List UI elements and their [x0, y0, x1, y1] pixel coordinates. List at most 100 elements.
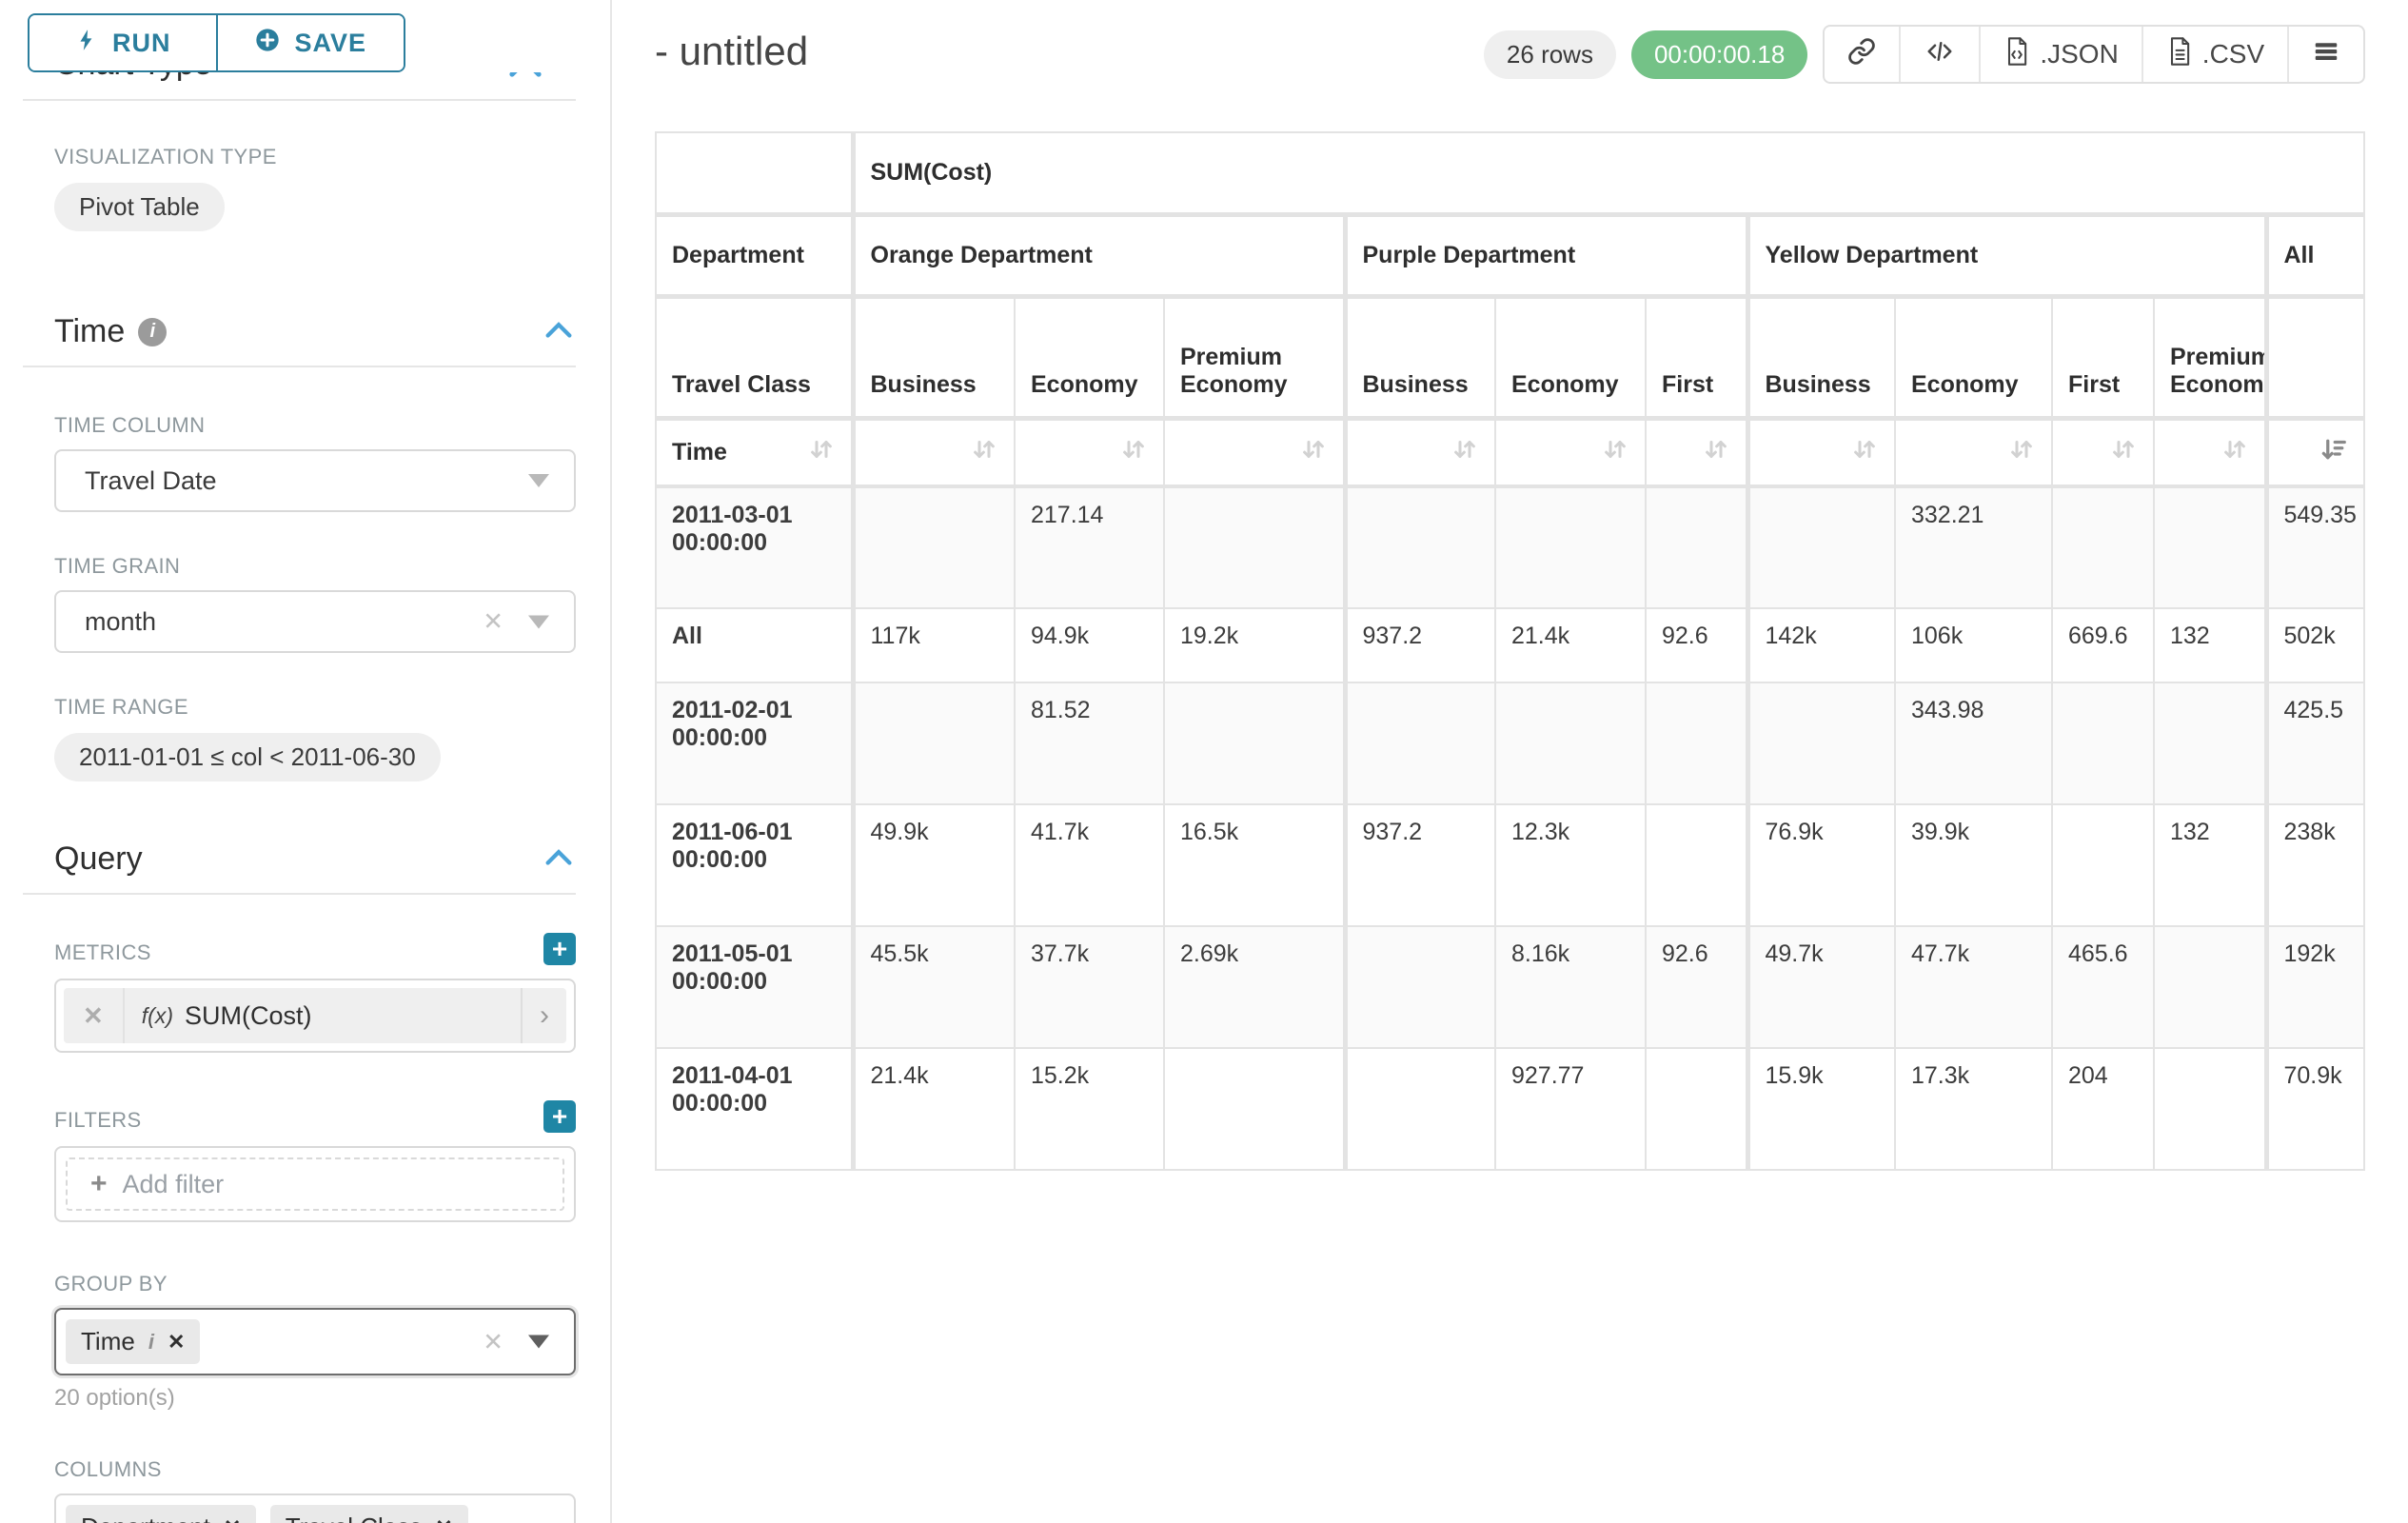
remove-chip-icon[interactable]: ✕	[435, 1515, 452, 1523]
travel-class-header: First	[2051, 295, 2155, 421]
column-sort-header[interactable]	[1645, 417, 1750, 488]
time-range-value[interactable]: 2011-01-01 ≤ col < 2011-06-30	[54, 733, 441, 781]
remove-metric-icon[interactable]: ✕	[83, 1000, 104, 1030]
sort-icon	[810, 440, 832, 458]
columns-chip[interactable]: Travel Class ✕	[269, 1505, 468, 1523]
clear-icon[interactable]: ✕	[483, 606, 503, 636]
column-sort-header[interactable]	[1494, 417, 1647, 488]
column-sort-header[interactable]	[2051, 417, 2155, 488]
sort-icon	[2223, 440, 2245, 458]
group-by-chip[interactable]: Time i ✕	[66, 1319, 201, 1364]
export-json-button[interactable]: .JSON	[1979, 27, 2141, 82]
travel-class-header: Economy	[1014, 295, 1165, 421]
value-cell	[1645, 682, 1750, 805]
column-sort-header-active[interactable]	[2264, 417, 2366, 488]
menu-icon	[2312, 37, 2340, 72]
add-filter-button[interactable]: +	[543, 1100, 576, 1133]
table-row: 2011-03-01 00:00:00 217.14 332.21 549.35	[655, 485, 2366, 609]
column-sort-header[interactable]	[1163, 417, 1348, 488]
value-cell: 49.9k	[852, 803, 1016, 927]
time-grain-label: TIME GRAIN	[54, 554, 181, 578]
chevron-down-icon	[528, 615, 549, 628]
row-label: All	[655, 607, 856, 683]
value-cell: 76.9k	[1747, 803, 1896, 927]
chevron-right-icon[interactable]: ›	[521, 988, 566, 1043]
value-cell: 70.9k	[2264, 1047, 2366, 1171]
run-button[interactable]: RUN	[30, 15, 218, 70]
value-cell: 47.7k	[1894, 925, 2053, 1049]
time-column-select[interactable]: Travel Date	[54, 449, 576, 512]
value-cell: 117k	[852, 607, 1016, 683]
column-sort-header[interactable]	[1747, 417, 1896, 488]
value-cell: 19.2k	[1163, 607, 1348, 683]
view-query-button[interactable]	[1899, 27, 1979, 82]
value-cell	[2153, 682, 2269, 805]
clear-icon[interactable]: ✕	[483, 1327, 503, 1355]
column-sort-header[interactable]	[1014, 417, 1165, 488]
value-cell	[2051, 803, 2155, 927]
link-icon	[1847, 37, 1876, 72]
share-link-button[interactable]	[1825, 27, 1899, 82]
sort-descending-icon	[2321, 439, 2347, 460]
columns-select[interactable]: Department ✕ Travel Class ✕ ✕	[54, 1493, 576, 1523]
metrics-container: ✕ f(x) SUM(Cost) ›	[54, 979, 576, 1053]
control-panel-sidebar: RUN SAVE Chart Type VISUALIZATION TYPE P…	[0, 0, 612, 1523]
info-icon: i	[138, 317, 168, 346]
department-group-header: Purple Department	[1344, 213, 1750, 299]
sort-icon	[974, 440, 995, 458]
menu-button[interactable]	[2287, 27, 2363, 82]
time-sort-header[interactable]: Time	[655, 417, 856, 488]
value-cell	[1645, 485, 1750, 609]
time-grain-select[interactable]: month ✕	[54, 590, 576, 653]
export-csv-label: .CSV	[2201, 39, 2265, 69]
column-sort-header[interactable]	[1344, 417, 1496, 488]
file-csv-icon	[2166, 36, 2193, 73]
table-row: 2011-06-01 00:00:00 49.9k 41.7k 16.5k 937.2 1…	[655, 803, 2366, 927]
chevron-up-icon[interactable]	[542, 317, 576, 346]
add-metric-button[interactable]: +	[543, 933, 576, 965]
value-cell	[2153, 925, 2269, 1049]
add-filter-dropzone[interactable]: + Add filter	[66, 1157, 564, 1211]
group-by-label: GROUP BY	[54, 1272, 168, 1296]
sort-icon	[1854, 440, 1875, 458]
column-sort-header[interactable]	[2153, 417, 2269, 488]
column-sort-header[interactable]	[852, 417, 1016, 488]
info-icon: i	[148, 1329, 154, 1354]
chevron-up-icon[interactable]	[542, 844, 576, 874]
value-cell	[1344, 682, 1496, 805]
value-cell: 8.16k	[1494, 925, 1647, 1049]
metric-value: SUM(Cost)	[185, 1000, 312, 1030]
chevron-up-icon[interactable]	[504, 72, 546, 82]
export-csv-button[interactable]: .CSV	[2141, 27, 2287, 82]
time-axis-label: Time	[672, 438, 727, 465]
value-cell: 937.2	[1344, 803, 1496, 927]
row-label: 2011-06-01 00:00:00	[655, 803, 856, 927]
value-cell	[2051, 682, 2155, 805]
value-cell: 937.2	[1344, 607, 1496, 683]
column-sort-header[interactable]	[1894, 417, 2053, 488]
page-title: - untitled	[655, 29, 809, 73]
remove-chip-icon[interactable]: ✕	[167, 1329, 186, 1354]
lightning-bolt-icon	[74, 26, 99, 61]
visualization-type-value[interactable]: Pivot Table	[54, 183, 225, 231]
value-cell	[1344, 1047, 1496, 1171]
value-cell	[1747, 485, 1896, 609]
group-by-select[interactable]: Time i ✕ ✕	[54, 1308, 576, 1375]
travel-class-header: Business	[852, 295, 1016, 421]
travel-class-header: Premium Economy	[2153, 295, 2269, 421]
travel-class-header: First	[1645, 295, 1750, 421]
save-button[interactable]: SAVE	[217, 15, 404, 70]
columns-chip[interactable]: Department ✕	[66, 1505, 257, 1523]
value-cell: 132	[2153, 803, 2269, 927]
value-cell: 465.6	[2051, 925, 2155, 1049]
chip-label: Travel Class	[286, 1513, 423, 1523]
value-cell: 217.14	[1014, 485, 1165, 609]
value-cell: 669.6	[2051, 607, 2155, 683]
remove-chip-icon[interactable]: ✕	[224, 1515, 241, 1523]
table-row: All 117k 94.9k 19.2k 937.2 21.4k 92.6 142k 106k 6…	[655, 607, 2366, 683]
metric-pill[interactable]: ✕ f(x) SUM(Cost) ›	[64, 988, 566, 1043]
value-cell: 94.9k	[1014, 607, 1165, 683]
value-cell: 81.52	[1014, 682, 1165, 805]
file-json-icon	[2003, 36, 2030, 73]
value-cell: 41.7k	[1014, 803, 1165, 927]
